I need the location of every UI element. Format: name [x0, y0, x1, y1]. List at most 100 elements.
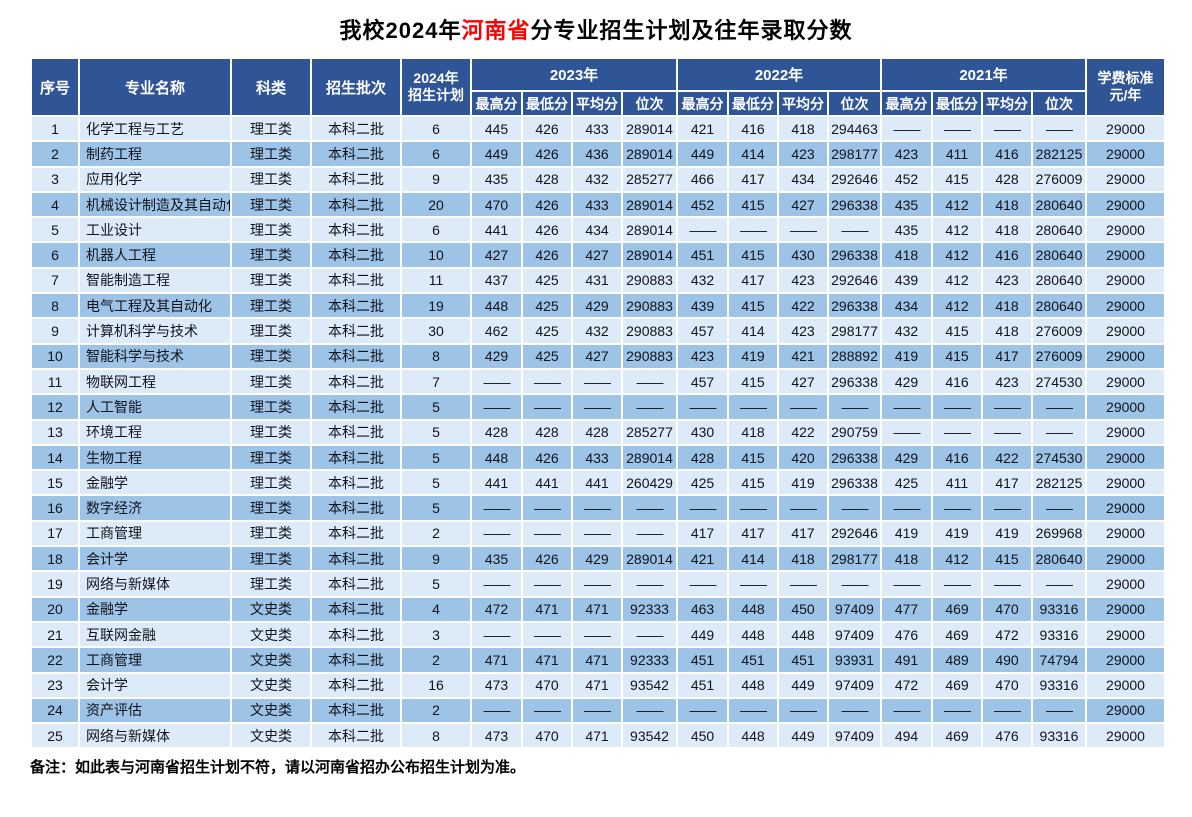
cell-batch: 本科二批	[310, 418, 402, 446]
cell-2022-max: 428	[676, 443, 729, 472]
cell-2023-rank: ——	[621, 393, 678, 421]
cell-plan-2024: 5	[400, 469, 472, 497]
cell-2021-avg: ——	[981, 696, 1033, 725]
cell-tuition: 29000	[1085, 140, 1166, 168]
cell-2022-max: 421	[676, 114, 729, 143]
cell-tuition: 29000	[1085, 418, 1166, 446]
cell-2021-rank: 274530	[1031, 443, 1087, 472]
cell-2023-rank: 290883	[621, 317, 678, 345]
cell-2022-avg: 421	[777, 342, 829, 370]
cell-2021-avg: 417	[981, 342, 1033, 370]
cell-2021-max: ——	[880, 114, 933, 143]
cell-tuition: 29000	[1085, 494, 1166, 522]
cell-2021-avg: 418	[981, 216, 1033, 244]
table-row: 9 计算机科学与技术 理工类 本科二批 30 462 425 432 290883 457 414 4…	[30, 317, 1166, 345]
cell-2023-min: ——	[521, 519, 573, 548]
cell-2021-max: 419	[880, 342, 933, 370]
cell-2021-avg: 419	[981, 519, 1033, 548]
cell-2022-min: 414	[727, 545, 779, 573]
page-title: 我校2024年河南省分专业招生计划及往年录取分数	[0, 0, 1192, 45]
cell-2022-avg: 418	[777, 545, 829, 573]
cell-batch: 本科二批	[310, 292, 402, 320]
col-header-2022-max: 最高分	[676, 90, 729, 117]
cell-2022-max: 439	[676, 292, 729, 320]
cell-2021-max: 429	[880, 443, 933, 472]
cell-2022-rank: 296338	[827, 292, 882, 320]
cell-2023-min: 425	[521, 266, 573, 295]
cell-no: 8	[30, 292, 80, 320]
cell-plan-2024: 9	[400, 545, 472, 573]
col-header-2021-min: 最低分	[931, 90, 983, 117]
cell-2023-max: ——	[470, 367, 523, 396]
cell-batch: 本科二批	[310, 443, 402, 472]
cell-2022-max: 421	[676, 545, 729, 573]
cell-major: 计算机科学与技术	[78, 317, 232, 345]
cell-major: 网络与新媒体	[78, 570, 232, 598]
cell-2021-avg: 416	[981, 241, 1033, 269]
cell-2021-rank: ——	[1031, 114, 1087, 143]
cell-plan-2024: 5	[400, 393, 472, 421]
cell-2023-max: 462	[470, 317, 523, 345]
cell-2022-rank: ——	[827, 570, 882, 598]
cell-plan-2024: 2	[400, 696, 472, 725]
cell-plan-2024: 4	[400, 595, 472, 623]
cell-2023-avg: 427	[571, 342, 623, 370]
footnote: 备注：如此表与河南省招生计划不符，请以河南省招办公布招生计划为准。	[30, 759, 526, 777]
cell-2023-avg: 433	[571, 114, 623, 143]
cell-2022-rank: 298177	[827, 140, 882, 168]
cell-2023-min: 426	[521, 241, 573, 269]
table-row: 7 智能制造工程 理工类 本科二批 11 437 425 431 290883 432 417 423…	[30, 266, 1166, 295]
cell-2021-min: 469	[931, 671, 983, 699]
cell-2022-avg: 448	[777, 620, 829, 649]
cell-2022-max: 432	[676, 266, 729, 295]
cell-2021-max: 472	[880, 671, 933, 699]
cell-category: 文史类	[230, 646, 312, 674]
table-row: 23 会计学 文史类 本科二批 16 473 470 471 93542 451 448 449 974…	[30, 671, 1166, 699]
cell-2022-min: 418	[727, 418, 779, 446]
cell-plan-2024: 5	[400, 443, 472, 472]
cell-category: 理工类	[230, 494, 312, 522]
cell-2021-rank: 280640	[1031, 241, 1087, 269]
cell-2022-avg: 418	[777, 114, 829, 143]
cell-2023-max: ——	[470, 696, 523, 725]
cell-2021-min: 411	[931, 140, 983, 168]
cell-category: 理工类	[230, 190, 312, 219]
cell-2023-max: 441	[470, 469, 523, 497]
cell-no: 15	[30, 469, 80, 497]
cell-no: 18	[30, 545, 80, 573]
cell-2021-rank: ——	[1031, 570, 1087, 598]
cell-2022-min: 414	[727, 317, 779, 345]
cell-2023-avg: 433	[571, 190, 623, 219]
cell-batch: 本科二批	[310, 696, 402, 725]
cell-2021-min: 412	[931, 216, 983, 244]
cell-2023-avg: 432	[571, 317, 623, 345]
table-row: 12 人工智能 理工类 本科二批 5 —— —— —— —— —— —— —— —— —— —— —— —— 29…	[30, 393, 1166, 421]
cell-no: 12	[30, 393, 80, 421]
cell-no: 5	[30, 216, 80, 244]
cell-2021-max: 435	[880, 190, 933, 219]
cell-tuition: 29000	[1085, 646, 1166, 674]
cell-2021-min: 419	[931, 519, 983, 548]
cell-2022-avg: 419	[777, 469, 829, 497]
cell-2022-max: ——	[676, 494, 729, 522]
col-header-major: 专业名称	[78, 57, 232, 117]
cell-2021-avg: ——	[981, 494, 1033, 522]
cell-batch: 本科二批	[310, 469, 402, 497]
cell-2023-min: 425	[521, 342, 573, 370]
table-row: 13 环境工程 理工类 本科二批 5 428 428 428 285277 430 418 422 29…	[30, 418, 1166, 446]
cell-category: 理工类	[230, 165, 312, 193]
cell-tuition: 29000	[1085, 292, 1166, 320]
cell-2022-max: ——	[676, 393, 729, 421]
cell-2022-max: 451	[676, 241, 729, 269]
cell-major: 物联网工程	[78, 367, 232, 396]
cell-major: 机器人工程	[78, 241, 232, 269]
cell-2022-rank: 290759	[827, 418, 882, 446]
cell-major: 智能科学与技术	[78, 342, 232, 370]
cell-batch: 本科二批	[310, 671, 402, 699]
cell-2022-max: ——	[676, 216, 729, 244]
cell-2022-max: 451	[676, 646, 729, 674]
cell-2022-avg: 450	[777, 595, 829, 623]
cell-tuition: 29000	[1085, 165, 1166, 193]
cell-2021-max: ——	[880, 393, 933, 421]
cell-2023-rank: 289014	[621, 114, 678, 143]
